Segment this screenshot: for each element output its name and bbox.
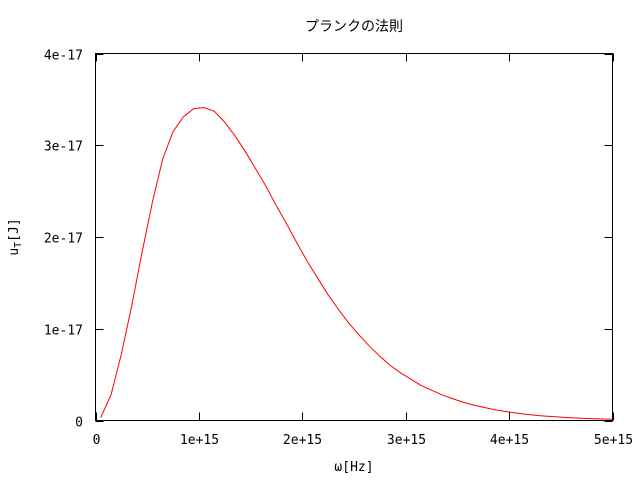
y-axis-label: uT[J] bbox=[7, 218, 24, 255]
y-tick-label: 1e-17 bbox=[44, 324, 83, 339]
x-tick-label: 4e+15 bbox=[490, 433, 529, 448]
y-tick-label: 2e-17 bbox=[44, 232, 83, 247]
y-tick-label: 4e-17 bbox=[44, 49, 83, 64]
y-axis-label-unit: [J] bbox=[7, 218, 22, 241]
x-tick-label: 2e+15 bbox=[283, 433, 322, 448]
y-axis-ticks bbox=[95, 54, 613, 422]
chart-title: プランクの法則 bbox=[305, 19, 403, 35]
x-tick-label: 0 bbox=[93, 433, 101, 448]
x-tick-label: 3e+15 bbox=[387, 433, 426, 448]
x-axis-tick-labels: 0 1e+15 2e+15 3e+15 4e+15 5e+15 bbox=[93, 433, 633, 448]
y-axis-label-main: u bbox=[7, 248, 22, 256]
plot-frame bbox=[95, 53, 613, 421]
y-axis-label-sub: T bbox=[13, 242, 24, 248]
x-tick-label: 5e+15 bbox=[594, 433, 633, 448]
y-tick-label: 0 bbox=[75, 416, 83, 431]
x-tick-label: 1e+15 bbox=[180, 433, 219, 448]
series-layer bbox=[100, 107, 613, 420]
x-axis-ticks bbox=[96, 53, 614, 421]
series-line bbox=[100, 107, 613, 420]
x-axis-label: ω[Hz] bbox=[334, 460, 373, 475]
y-axis-tick-labels: 0 1e-17 2e-17 3e-17 4e-17 bbox=[44, 49, 83, 431]
y-tick-label: 3e-17 bbox=[44, 140, 83, 155]
